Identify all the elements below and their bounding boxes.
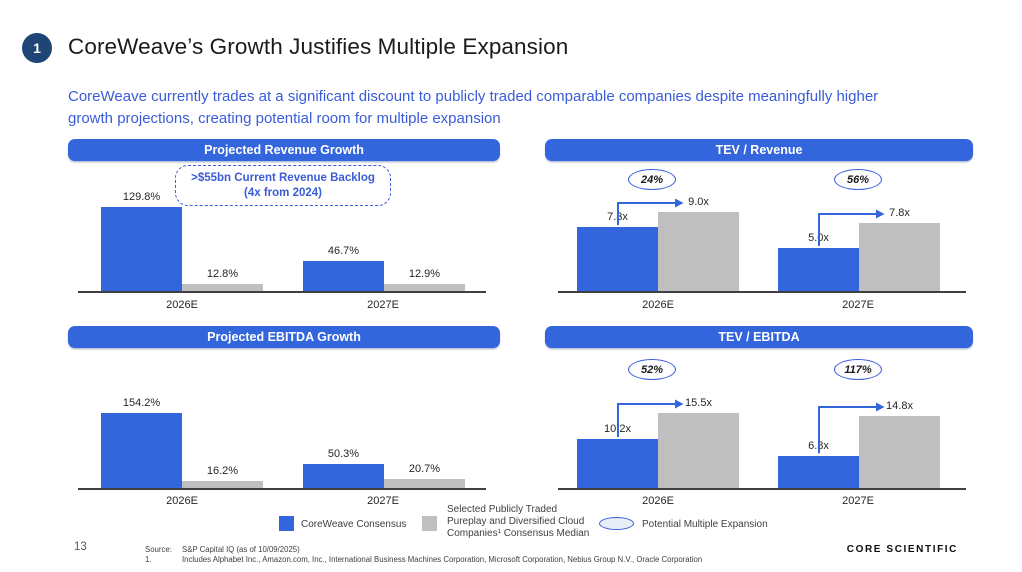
slide-number-badge: 1 bbox=[22, 33, 52, 63]
bar-value-label: 14.8x bbox=[886, 400, 913, 413]
bar-coreweave bbox=[303, 261, 384, 292]
bar-value-label: 15.5x bbox=[685, 397, 712, 409]
source-text: S&P Capital IQ (as of 10/09/2025) bbox=[182, 545, 300, 554]
bar-comps-median bbox=[658, 413, 739, 489]
bar-coreweave bbox=[577, 439, 658, 489]
bar-value-label: 20.7% bbox=[408, 462, 441, 475]
expansion-arrow bbox=[616, 399, 683, 437]
chart-header-tev-revenue: TEV / Revenue bbox=[545, 139, 973, 161]
category-label: 2026E bbox=[166, 495, 198, 507]
footnote-label: 1. bbox=[145, 555, 152, 564]
bar-comps-median bbox=[384, 283, 465, 292]
legend-swatch-comps bbox=[422, 516, 437, 531]
page-number: 13 bbox=[74, 541, 87, 553]
x-axis-tev-ebitda bbox=[558, 488, 966, 490]
bar-value-label: 12.9% bbox=[408, 267, 441, 280]
bar-value-label: 46.7% bbox=[327, 245, 360, 258]
page-title: CoreWeave’s Growth Justifies Multiple Ex… bbox=[68, 34, 569, 59]
bar-comps-median bbox=[182, 481, 263, 489]
bar-comps-median bbox=[182, 283, 263, 292]
bar-value-label: 50.3% bbox=[327, 448, 360, 461]
bar-comps-median bbox=[658, 212, 739, 292]
footnote-text: Includes Alphabet Inc., Amazon.com, Inc.… bbox=[182, 555, 703, 564]
bar-comps-median bbox=[384, 478, 465, 489]
chart-header-projected-ebitda-growth: Projected EBITDA Growth bbox=[68, 326, 500, 348]
core-scientific-logo: CORE SCIENTIFIC bbox=[846, 544, 958, 555]
slide-subtitle: CoreWeave currently trades at a signific… bbox=[68, 88, 879, 127]
category-label: 2026E bbox=[642, 299, 674, 311]
bar-value-label: 154.2% bbox=[122, 397, 161, 409]
bar-coreweave bbox=[101, 207, 182, 292]
callout-line-1: >$55bn Current Revenue Backlog bbox=[191, 172, 375, 184]
x-axis-ebitda-growth bbox=[78, 488, 486, 490]
expansion-oval-tev-ebitda-2026: 52% bbox=[628, 359, 676, 380]
legend-comps-line1: Selected Publicly Traded bbox=[447, 504, 558, 515]
bar-value-label: 7.8x bbox=[889, 206, 910, 219]
bar-coreweave bbox=[577, 227, 658, 292]
legend-comps-line3: Companies¹ Consensus Median bbox=[447, 528, 590, 539]
bar-comps-median bbox=[859, 222, 940, 292]
source-label: Source: bbox=[145, 545, 172, 554]
bar-coreweave bbox=[778, 247, 859, 292]
expansion-oval-tev-revenue-2027: 56% bbox=[834, 169, 882, 190]
expansion-oval-tev-revenue-2026: 24% bbox=[628, 169, 676, 190]
bar-value-label: 129.8% bbox=[122, 191, 161, 203]
bar-value-label: 16.2% bbox=[206, 465, 239, 477]
legend-oval-expansion bbox=[599, 517, 634, 530]
category-label: 2027E bbox=[367, 299, 399, 311]
category-label: 2027E bbox=[842, 495, 874, 507]
legend-label-comps: Selected Publicly Traded Pureplay and Di… bbox=[447, 504, 589, 540]
category-label: 2027E bbox=[842, 299, 874, 311]
bar-coreweave bbox=[303, 464, 384, 489]
revenue-backlog-callout: >$55bn Current Revenue Backlog (4x from … bbox=[175, 165, 391, 206]
legend-label-expansion: Potential Multiple Expansion bbox=[642, 519, 768, 530]
category-label: 2026E bbox=[642, 495, 674, 507]
bar-comps-median bbox=[859, 416, 940, 489]
bar-value-label: 12.8% bbox=[206, 267, 239, 280]
legend-label-coreweave: CoreWeave Consensus bbox=[301, 519, 407, 530]
expansion-arrow bbox=[817, 209, 884, 246]
category-label: 2027E bbox=[367, 495, 399, 507]
x-axis-tev-revenue bbox=[558, 291, 966, 293]
bar-coreweave bbox=[101, 413, 182, 489]
legend-swatch-coreweave bbox=[279, 516, 294, 531]
chart-header-tev-ebitda: TEV / EBITDA bbox=[545, 326, 973, 348]
expansion-arrow bbox=[616, 198, 683, 226]
expansion-oval-tev-ebitda-2027: 117% bbox=[834, 359, 882, 380]
expansion-arrow bbox=[817, 402, 884, 454]
legend-comps-line2: Pureplay and Diversified Cloud bbox=[447, 516, 585, 527]
bar-coreweave bbox=[778, 455, 859, 489]
category-label: 2026E bbox=[166, 299, 198, 311]
chart-header-projected-revenue-growth: Projected Revenue Growth bbox=[68, 139, 500, 161]
callout-line-2: (4x from 2024) bbox=[244, 187, 322, 199]
x-axis-revenue-growth bbox=[78, 291, 486, 293]
bar-value-label: 9.0x bbox=[688, 196, 709, 208]
